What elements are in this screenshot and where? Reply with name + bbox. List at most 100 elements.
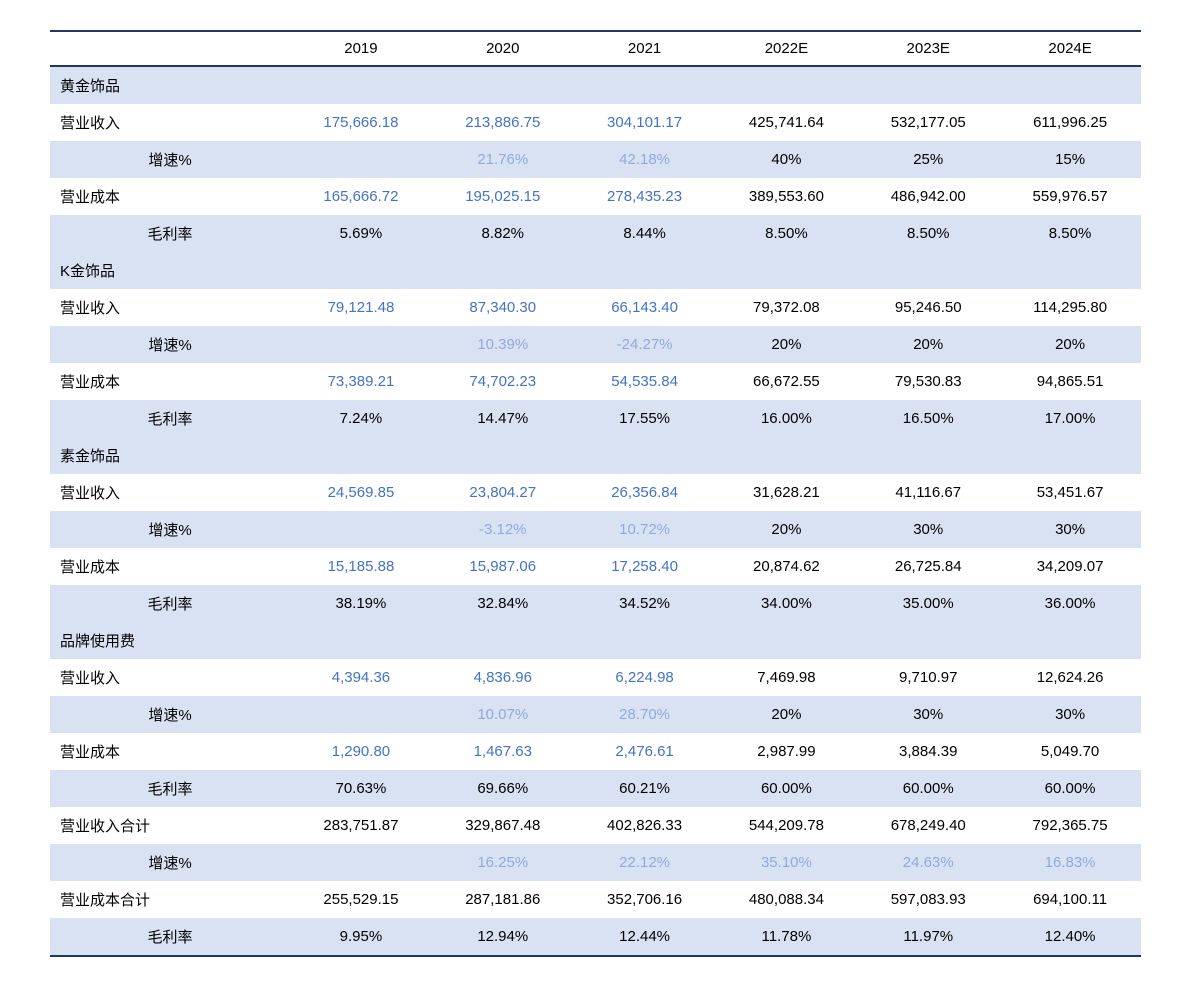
cell-value: 10.07%: [432, 696, 574, 733]
cell-value: 60.21%: [574, 770, 716, 807]
cell-value: 94,865.51: [999, 363, 1141, 400]
cell-value: 60.00%: [857, 770, 999, 807]
cell-value: 34,209.07: [999, 548, 1141, 585]
cell-value: 11.78%: [716, 918, 858, 955]
table-row: 营业收入4,394.364,836.966,224.987,469.989,71…: [50, 659, 1141, 696]
cell-value: 597,083.93: [857, 881, 999, 918]
table-row: 增速%16.25%22.12%35.10%24.63%16.83%: [50, 844, 1141, 881]
cell-value: [290, 141, 432, 178]
cell-value: 213,886.75: [432, 104, 574, 141]
cell-value: 12.40%: [999, 918, 1141, 955]
col-header-label: [50, 32, 290, 66]
row-label: 毛利率: [50, 918, 290, 955]
row-label: 毛利率: [50, 215, 290, 252]
cell-value: 8.50%: [857, 215, 999, 252]
cell-value: 611,996.25: [999, 104, 1141, 141]
table-row: 增速%-3.12%10.72%20%30%30%: [50, 511, 1141, 548]
cell-value: 28.70%: [574, 696, 716, 733]
row-label: 营业收入合计: [50, 807, 290, 844]
cell-value: [290, 844, 432, 881]
table-row: 营业成本1,290.801,467.632,476.612,987.993,88…: [50, 733, 1141, 770]
table-row: 营业成本合计255,529.15287,181.86352,706.16480,…: [50, 881, 1141, 918]
row-label: 营业收入: [50, 289, 290, 326]
table-row: 毛利率9.95%12.94%12.44%11.78%11.97%12.40%: [50, 918, 1141, 955]
cell-value: 352,706.16: [574, 881, 716, 918]
cell-value: 34.52%: [574, 585, 716, 622]
category-name: K金饰品: [50, 252, 1141, 289]
cell-value: 8.44%: [574, 215, 716, 252]
category-row: 黄金饰品: [50, 66, 1141, 104]
cell-value: 73,389.21: [290, 363, 432, 400]
cell-value: 2,987.99: [716, 733, 858, 770]
category-row: 品牌使用费: [50, 622, 1141, 659]
cell-value: 66,672.55: [716, 363, 858, 400]
cell-value: 10.39%: [432, 326, 574, 363]
table-row: 营业收入175,666.18213,886.75304,101.17425,74…: [50, 104, 1141, 141]
row-label: 增速%: [50, 141, 290, 178]
cell-value: 35.00%: [857, 585, 999, 622]
cell-value: 14.47%: [432, 400, 574, 437]
row-label: 增速%: [50, 696, 290, 733]
cell-value: 329,867.48: [432, 807, 574, 844]
cell-value: 35.10%: [716, 844, 858, 881]
cell-value: 79,121.48: [290, 289, 432, 326]
cell-value: 30%: [857, 511, 999, 548]
cell-value: [290, 696, 432, 733]
row-label: 毛利率: [50, 770, 290, 807]
cell-value: [290, 326, 432, 363]
cell-value: 54,535.84: [574, 363, 716, 400]
cell-value: 32.84%: [432, 585, 574, 622]
cell-value: 678,249.40: [857, 807, 999, 844]
table-row: 营业成本165,666.72195,025.15278,435.23389,55…: [50, 178, 1141, 215]
cell-value: 23,804.27: [432, 474, 574, 511]
col-header-year: 2019: [290, 32, 432, 66]
cell-value: 16.50%: [857, 400, 999, 437]
cell-value: 8.50%: [716, 215, 858, 252]
cell-value: 24.63%: [857, 844, 999, 881]
cell-value: 66,143.40: [574, 289, 716, 326]
cell-value: 12.94%: [432, 918, 574, 955]
cell-value: 480,088.34: [716, 881, 858, 918]
cell-value: 20,874.62: [716, 548, 858, 585]
cell-value: 9,710.97: [857, 659, 999, 696]
cell-value: 60.00%: [716, 770, 858, 807]
table-row: 营业成本73,389.2174,702.2354,535.8466,672.55…: [50, 363, 1141, 400]
cell-value: 87,340.30: [432, 289, 574, 326]
cell-value: 15,987.06: [432, 548, 574, 585]
cell-value: 8.82%: [432, 215, 574, 252]
cell-value: 74,702.23: [432, 363, 574, 400]
table-row: 毛利率5.69%8.82%8.44%8.50%8.50%8.50%: [50, 215, 1141, 252]
cell-value: 5.69%: [290, 215, 432, 252]
cell-value: 11.97%: [857, 918, 999, 955]
cell-value: 8.50%: [999, 215, 1141, 252]
cell-value: -24.27%: [574, 326, 716, 363]
row-label: 营业收入: [50, 474, 290, 511]
table-row: 营业成本15,185.8815,987.0617,258.4020,874.62…: [50, 548, 1141, 585]
cell-value: 60.00%: [999, 770, 1141, 807]
table-row: 毛利率38.19%32.84%34.52%34.00%35.00%36.00%: [50, 585, 1141, 622]
category-row: 素金饰品: [50, 437, 1141, 474]
cell-value: 2,476.61: [574, 733, 716, 770]
cell-value: 16.83%: [999, 844, 1141, 881]
cell-value: 425,741.64: [716, 104, 858, 141]
cell-value: 20%: [716, 511, 858, 548]
cell-value: 41,116.67: [857, 474, 999, 511]
cell-value: 792,365.75: [999, 807, 1141, 844]
cell-value: 559,976.57: [999, 178, 1141, 215]
cell-value: 7.24%: [290, 400, 432, 437]
cell-value: 53,451.67: [999, 474, 1141, 511]
cell-value: 79,530.83: [857, 363, 999, 400]
cell-value: 9.95%: [290, 918, 432, 955]
cell-value: 20%: [999, 326, 1141, 363]
cell-value: 7,469.98: [716, 659, 858, 696]
cell-value: 42.18%: [574, 141, 716, 178]
cell-value: 486,942.00: [857, 178, 999, 215]
cell-value: 15%: [999, 141, 1141, 178]
cell-value: 114,295.80: [999, 289, 1141, 326]
cell-value: 283,751.87: [290, 807, 432, 844]
cell-value: 3,884.39: [857, 733, 999, 770]
table-row: 营业收入79,121.4887,340.3066,143.4079,372.08…: [50, 289, 1141, 326]
cell-value: 20%: [716, 696, 858, 733]
cell-value: 694,100.11: [999, 881, 1141, 918]
row-label: 毛利率: [50, 400, 290, 437]
